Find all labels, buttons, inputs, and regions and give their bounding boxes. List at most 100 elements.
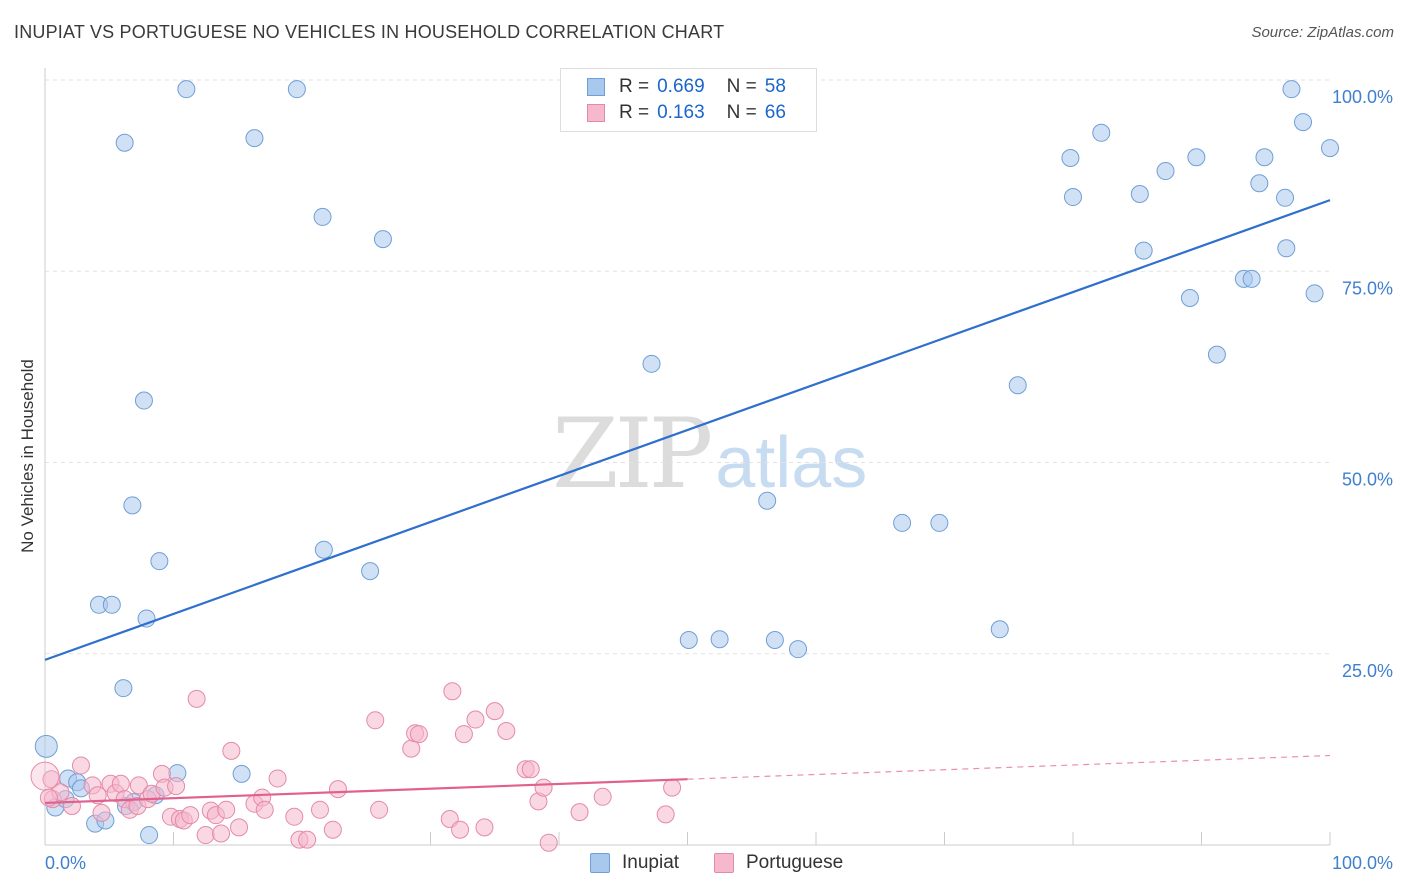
legend-r-label: R = xyxy=(619,76,650,97)
portuguese-point xyxy=(167,777,186,796)
inupiat-point xyxy=(1305,284,1324,303)
inupiat-point xyxy=(1255,148,1274,167)
portuguese-point xyxy=(310,800,329,819)
inupiat-point xyxy=(1207,345,1226,364)
inupiat-point xyxy=(34,734,58,758)
portuguese-point xyxy=(230,818,249,837)
portuguese-point xyxy=(323,820,342,839)
portuguese-point xyxy=(593,787,612,806)
portuguese-point xyxy=(370,800,389,819)
inupiat-point xyxy=(114,679,133,698)
inupiat-point xyxy=(1061,149,1080,168)
portuguese-point xyxy=(298,830,317,849)
inupiat-point xyxy=(1180,289,1199,308)
portuguese-point xyxy=(268,769,287,788)
inupiat-point xyxy=(930,513,949,532)
inupiat-point xyxy=(140,826,159,845)
inupiat-point xyxy=(1134,241,1153,260)
inupiat-point xyxy=(1156,162,1175,181)
inupiat-point xyxy=(710,630,729,649)
inupiat-point xyxy=(232,764,251,783)
inupiat-point xyxy=(123,496,142,515)
inupiat-trend-line xyxy=(44,199,1331,661)
legend-row-portuguese: R = 0.163 N = 66 xyxy=(587,101,786,125)
inupiat-point xyxy=(1282,80,1301,99)
inupiat-point xyxy=(150,552,169,571)
y-tick-label: 50.0% xyxy=(1342,470,1393,490)
bottom-legend-portuguese[interactable]: Portuguese xyxy=(714,852,843,874)
inupiat-point xyxy=(893,513,912,532)
portuguese-point xyxy=(539,833,558,852)
chart-title: INUPIAT VS PORTUGUESE NO VEHICLES IN HOU… xyxy=(14,22,725,42)
inupiat-point xyxy=(679,630,698,649)
inupiat-point xyxy=(245,129,264,148)
inupiat-point xyxy=(1250,174,1269,193)
portuguese-point xyxy=(497,722,516,741)
portuguese-point xyxy=(656,805,675,824)
inupiat-point xyxy=(1276,188,1295,207)
y-tick-label: 25.0% xyxy=(1342,661,1393,681)
inupiat-point xyxy=(1187,148,1206,167)
bottom-legend-swatch-portuguese xyxy=(714,853,734,873)
portuguese-point xyxy=(475,818,494,837)
inupiat-point xyxy=(642,354,661,373)
inupiat-point xyxy=(361,562,380,581)
inupiat-point xyxy=(115,133,134,152)
portuguese-point xyxy=(217,800,236,819)
portuguese-point xyxy=(663,778,682,797)
inupiat-point xyxy=(373,230,392,249)
inupiat-point xyxy=(990,620,1009,639)
inupiat-point xyxy=(1321,139,1339,158)
portuguese-trend-extension xyxy=(687,754,1331,780)
portuguese-point xyxy=(92,803,111,822)
legend: R = 0.669 N = 58 R = 0.163 N = 66 xyxy=(560,68,817,132)
inupiat-point xyxy=(1277,239,1296,258)
x-tick-label-min: 0.0% xyxy=(45,853,86,873)
portuguese-point xyxy=(366,711,385,730)
source-label: Source: ZipAtlas.com xyxy=(1251,24,1394,41)
portuguese-point xyxy=(534,778,553,797)
portuguese-point xyxy=(181,806,200,825)
portuguese-point xyxy=(443,682,462,701)
legend-n-value: 58 xyxy=(764,76,786,97)
legend-n-value: 66 xyxy=(764,102,786,123)
inupiat-point xyxy=(765,630,784,649)
portuguese-point xyxy=(111,774,130,793)
portuguese-point xyxy=(42,770,61,789)
bottom-legend-label-portuguese: Portuguese xyxy=(746,852,844,873)
x-tick-label-max: 100.0% xyxy=(1332,853,1393,873)
portuguese-point xyxy=(88,786,107,805)
inupiat-point xyxy=(789,640,808,659)
legend-swatch-inupiat xyxy=(587,78,605,96)
inupiat-point xyxy=(287,80,306,99)
portuguese-point xyxy=(187,689,206,708)
inupiat-point xyxy=(1242,269,1261,288)
portuguese-point xyxy=(485,702,504,721)
bottom-legend-inupiat[interactable]: Inupiat xyxy=(590,852,679,874)
inupiat-point xyxy=(758,491,777,510)
inupiat-point xyxy=(1064,188,1082,207)
legend-swatch-portuguese xyxy=(587,104,605,122)
portuguese-point xyxy=(30,761,60,791)
portuguese-point xyxy=(62,796,81,815)
y-tick-label: 75.0% xyxy=(1342,278,1393,298)
legend-n-label: N = xyxy=(726,76,757,97)
portuguese-point xyxy=(222,741,241,760)
legend-n-label: N = xyxy=(726,102,757,123)
portuguese-point xyxy=(212,824,231,843)
y-axis-title: No Vehicles in Household xyxy=(18,359,37,553)
portuguese-point xyxy=(570,803,589,822)
portuguese-point xyxy=(196,826,215,845)
legend-r-value: 0.669 xyxy=(657,76,705,97)
legend-row-inupiat: R = 0.669 N = 58 xyxy=(587,75,786,99)
portuguese-point xyxy=(454,725,473,744)
inupiat-point xyxy=(1294,113,1313,132)
portuguese-trend-line xyxy=(44,778,688,805)
portuguese-point xyxy=(328,780,347,799)
bottom-legend-label-inupiat: Inupiat xyxy=(622,852,680,873)
inupiat-point xyxy=(102,595,121,614)
portuguese-point xyxy=(129,776,148,795)
portuguese-point xyxy=(71,756,90,775)
portuguese-point xyxy=(521,760,540,779)
